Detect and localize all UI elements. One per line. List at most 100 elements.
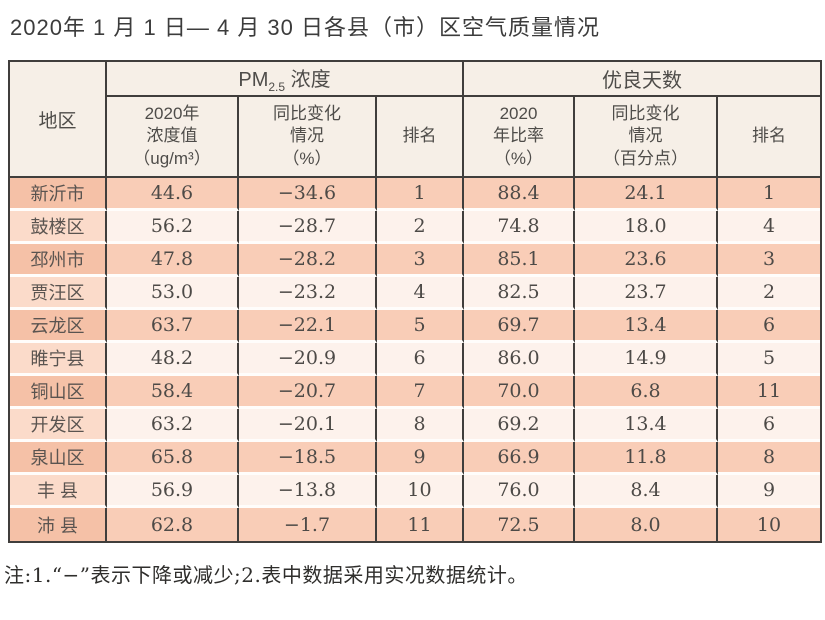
table-row: 鼓楼区 56.2 −28.7 2 74.8 18.0 4 <box>10 211 820 244</box>
region-cell: 沛 县 <box>10 508 107 541</box>
value-cell: 10 <box>377 475 464 508</box>
value-cell: 9 <box>377 442 464 475</box>
value-cell: 5 <box>377 310 464 343</box>
value-cell: 53.0 <box>107 277 239 310</box>
value-cell: −18.5 <box>239 442 377 475</box>
table-row: 泉山区 65.8 −18.5 9 66.9 11.8 8 <box>10 442 820 475</box>
pm25-value-column-header: 2020年 浓度值 （ug/m³） <box>107 97 239 178</box>
value-cell: 8.0 <box>575 508 718 541</box>
footnote: 注:1.“−”表示下降或减少;2.表中数据采用实况数据统计。 <box>4 563 528 587</box>
sub-header-row: 2020年 浓度值 （ug/m³） 同比变化 情况 （%） 排名 2020 年比… <box>10 97 820 178</box>
region-cell: 铜山区 <box>10 376 107 409</box>
region-cell: 开发区 <box>10 409 107 442</box>
value-cell: 88.4 <box>464 178 575 211</box>
value-cell: −20.9 <box>239 343 377 376</box>
table-row: 贾汪区 53.0 −23.2 4 82.5 23.7 2 <box>10 277 820 310</box>
value-cell: 63.2 <box>107 409 239 442</box>
good-days-rank-column-header: 排名 <box>718 97 820 178</box>
region-cell: 新沂市 <box>10 178 107 211</box>
table-body: 新沂市 44.6 −34.6 1 88.4 24.1 1 鼓楼区 56.2 −28.7 2 74.8 1… <box>10 178 820 541</box>
region-cell: 贾汪区 <box>10 277 107 310</box>
value-cell: 11 <box>377 508 464 541</box>
pm25-group-header: PM2.5 浓度 <box>107 62 464 97</box>
value-cell: 6.8 <box>575 376 718 409</box>
value-cell: 3 <box>718 244 820 277</box>
region-column-header: 地区 <box>10 62 107 178</box>
value-cell: 13.4 <box>575 409 718 442</box>
value-cell: 7 <box>377 376 464 409</box>
value-cell: 56.2 <box>107 211 239 244</box>
value-cell: 82.5 <box>464 277 575 310</box>
value-cell: 48.2 <box>107 343 239 376</box>
pm25-rank-column-header: 排名 <box>377 97 464 178</box>
value-cell: 10 <box>718 508 820 541</box>
value-cell: 47.8 <box>107 244 239 277</box>
value-cell: 6 <box>718 409 820 442</box>
value-cell: 14.9 <box>575 343 718 376</box>
table-row: 沛 县 62.8 −1.7 11 72.5 8.0 10 <box>10 508 820 541</box>
value-cell: −34.6 <box>239 178 377 211</box>
table-row: 邳州市 47.8 −28.2 3 85.1 23.6 3 <box>10 244 820 277</box>
value-cell: 13.4 <box>575 310 718 343</box>
value-cell: 6 <box>718 310 820 343</box>
value-cell: 3 <box>377 244 464 277</box>
value-cell: −23.2 <box>239 277 377 310</box>
region-cell: 泉山区 <box>10 442 107 475</box>
table-row: 云龙区 63.7 −22.1 5 69.7 13.4 6 <box>10 310 820 343</box>
value-cell: 8.4 <box>575 475 718 508</box>
region-cell: 邳州市 <box>10 244 107 277</box>
air-quality-table: 地区 PM2.5 浓度 优良天数 2020年 浓度值 （ug/m³） 同比变化 … <box>8 60 822 543</box>
table-row: 新沂市 44.6 −34.6 1 88.4 24.1 1 <box>10 178 820 211</box>
value-cell: 23.7 <box>575 277 718 310</box>
table-row: 铜山区 58.4 −20.7 7 70.0 6.8 11 <box>10 376 820 409</box>
page-title: 2020年 1 月 1 日— 4 月 30 日各县（市）区空气质量情况 <box>10 15 601 40</box>
value-cell: 9 <box>718 475 820 508</box>
value-cell: 56.9 <box>107 475 239 508</box>
value-cell: 62.8 <box>107 508 239 541</box>
table-row: 开发区 63.2 −20.1 8 69.2 13.4 6 <box>10 409 820 442</box>
value-cell: 8 <box>377 409 464 442</box>
value-cell: −22.1 <box>239 310 377 343</box>
value-cell: 70.0 <box>464 376 575 409</box>
value-cell: 23.6 <box>575 244 718 277</box>
value-cell: 74.8 <box>464 211 575 244</box>
pm25-label-suffix: 浓度 <box>285 69 331 91</box>
region-cell: 云龙区 <box>10 310 107 343</box>
good-days-ratio-column-header: 2020 年比率 （%） <box>464 97 575 178</box>
region-cell: 睢宁县 <box>10 343 107 376</box>
value-cell: 11.8 <box>575 442 718 475</box>
value-cell: −28.7 <box>239 211 377 244</box>
value-cell: 86.0 <box>464 343 575 376</box>
value-cell: 4 <box>718 211 820 244</box>
value-cell: −20.1 <box>239 409 377 442</box>
value-cell: 72.5 <box>464 508 575 541</box>
value-cell: 85.1 <box>464 244 575 277</box>
group-header-row: 地区 PM2.5 浓度 优良天数 <box>10 62 820 178</box>
value-cell: 58.4 <box>107 376 239 409</box>
value-cell: 2 <box>718 277 820 310</box>
value-cell: 24.1 <box>575 178 718 211</box>
value-cell: 8 <box>718 442 820 475</box>
value-cell: 69.2 <box>464 409 575 442</box>
value-cell: 5 <box>718 343 820 376</box>
value-cell: −1.7 <box>239 508 377 541</box>
table-header: 地区 PM2.5 浓度 优良天数 2020年 浓度值 （ug/m³） 同比变化 … <box>10 62 820 178</box>
value-cell: 2 <box>377 211 464 244</box>
value-cell: 69.7 <box>464 310 575 343</box>
value-cell: 44.6 <box>107 178 239 211</box>
value-cell: −20.7 <box>239 376 377 409</box>
value-cell: 66.9 <box>464 442 575 475</box>
pm25-change-column-header: 同比变化 情况 （%） <box>239 97 377 178</box>
region-cell: 丰 县 <box>10 475 107 508</box>
value-cell: 18.0 <box>575 211 718 244</box>
good-days-group-header: 优良天数 <box>464 62 820 97</box>
value-cell: 1 <box>377 178 464 211</box>
value-cell: −13.8 <box>239 475 377 508</box>
pm25-label-subscript: 2.5 <box>268 80 286 94</box>
value-cell: 76.0 <box>464 475 575 508</box>
value-cell: 63.7 <box>107 310 239 343</box>
value-cell: 6 <box>377 343 464 376</box>
table-row: 丰 县 56.9 −13.8 10 76.0 8.4 9 <box>10 475 820 508</box>
value-cell: 1 <box>718 178 820 211</box>
